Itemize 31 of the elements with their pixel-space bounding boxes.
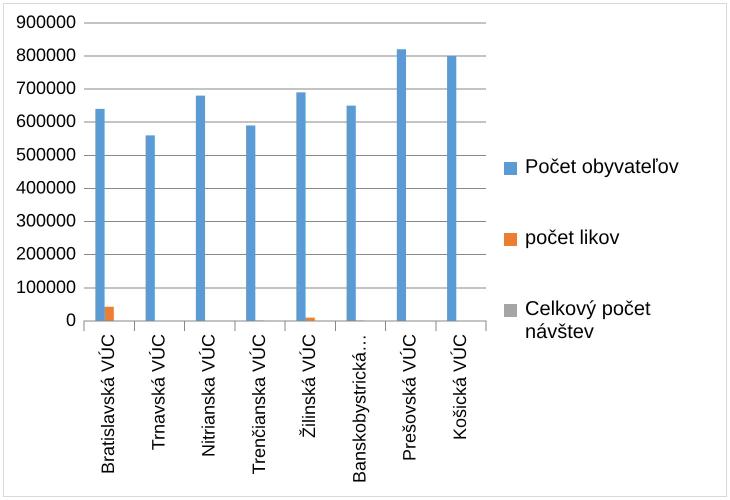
y-tick-label: 300000 [16,210,76,231]
bar [95,108,105,320]
y-tick-label: 100000 [16,276,76,297]
x-tick-label: Banskobystrická… [349,334,370,484]
bar [306,318,315,320]
x-tick-label: Žilinská VÚC [299,334,320,438]
y-tick-label: 400000 [16,177,76,198]
x-tick-label: Prešovská VÚC [400,334,420,461]
y-tick-label: 500000 [16,144,76,164]
legend-label: počet likov [525,227,620,250]
x-tick-label: Košická VÚC [450,334,470,440]
x-tick-label: Trnavská VÚC [148,334,168,450]
bar [146,135,155,320]
bar [104,306,114,320]
x-tick-label: Bratislavská VÚC [98,334,118,474]
y-tick-label: 800000 [16,44,76,65]
bar [296,92,306,320]
y-tick-label: 700000 [16,78,76,98]
y-tick-label: 600000 [16,111,76,132]
x-tick-label: Trenčianska VÚC [248,334,269,474]
bar [447,56,456,320]
legend-label: Celkový počet návštev [525,298,652,344]
x-tick-label: Nitrianska VÚC [198,334,219,457]
bar [396,49,406,320]
y-tick-label: 200000 [16,244,76,264]
y-tick-label: 0 [66,310,76,330]
legend-label: Počet obyvateľov [525,156,679,179]
bar [346,106,356,320]
bar [246,125,256,320]
y-tick-label: 900000 [16,12,76,32]
bar [196,96,206,320]
